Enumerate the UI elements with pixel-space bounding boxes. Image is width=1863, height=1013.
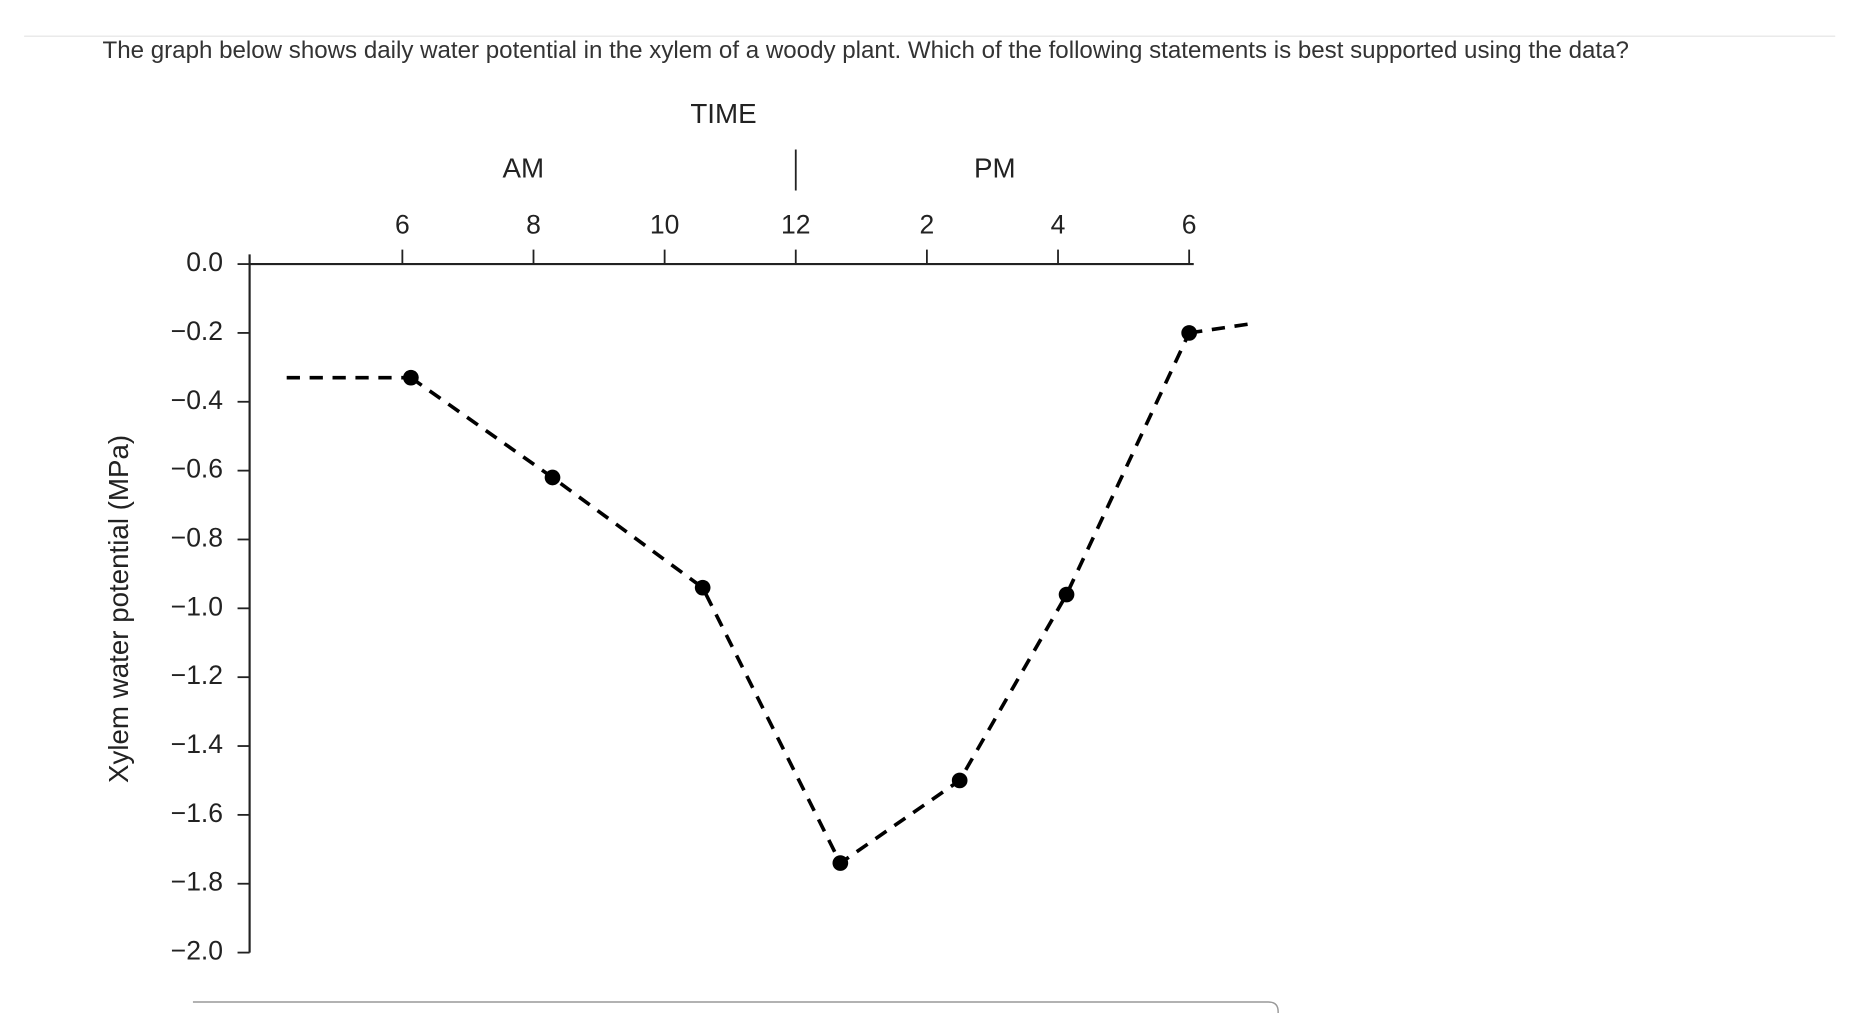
pm-label: PM	[974, 152, 1016, 183]
data-point	[694, 579, 711, 596]
y-tick-label: −0.8	[171, 522, 223, 552]
y-tick-label: −1.4	[171, 729, 223, 759]
y-tick-label: 0.0	[186, 247, 223, 277]
data-point	[1181, 325, 1197, 341]
y-tick-label: −1.2	[171, 660, 223, 690]
x-tick-label: 2	[920, 210, 935, 240]
answer-box-edge	[192, 1001, 1279, 1013]
question-text: The graph below shows daily water potent…	[102, 37, 1628, 64]
y-tick-label: −1.6	[171, 798, 223, 828]
data-point	[1058, 586, 1075, 603]
chart-title: TIME	[690, 98, 756, 129]
x-tick-label: 6	[1182, 210, 1197, 240]
y-tick-label: −0.4	[171, 385, 223, 415]
x-tick-label: 10	[650, 210, 680, 240]
data-point	[403, 369, 419, 386]
y-tick-label: −0.6	[171, 454, 223, 484]
data-point	[544, 469, 561, 486]
content: The graph below shows daily water potent…	[24, 35, 1836, 1013]
y-tick-label: −2.0	[171, 936, 223, 966]
y-tick-label: −1.8	[171, 867, 223, 897]
y-axis-label: Xylem water potential (MPa)	[103, 435, 134, 783]
lead-out	[1188, 321, 1255, 335]
data-point	[951, 772, 968, 789]
y-tick-label: −0.2	[171, 316, 223, 346]
x-tick-label: 4	[1051, 210, 1066, 240]
y-tick-label: −1.0	[171, 591, 223, 621]
x-tick-label: 8	[526, 210, 541, 240]
am-label: AM	[503, 152, 545, 183]
x-tick-label: 12	[781, 210, 811, 240]
data-point	[832, 855, 849, 871]
x-tick-label: 6	[395, 210, 410, 240]
